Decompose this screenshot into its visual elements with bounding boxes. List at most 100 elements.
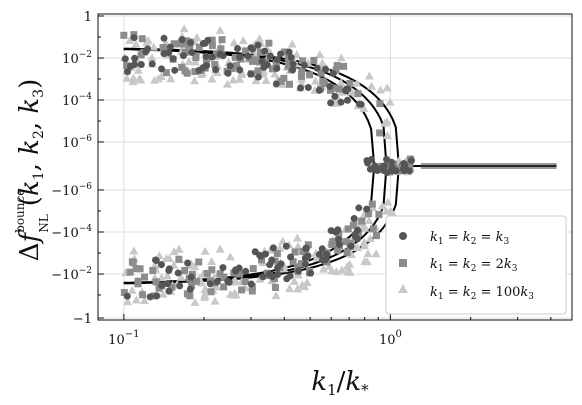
point-k1-k2-100k3	[184, 57, 194, 66]
point-k1-k2-100k3	[382, 83, 392, 92]
y-tick-label: −10−4	[51, 224, 92, 241]
point-k1-k2-k3	[313, 64, 321, 72]
y-tick-label: −10−6	[51, 182, 92, 199]
legend-entry-1: k1 = k2 = k3	[430, 230, 509, 247]
point-k1-k2-k3	[186, 285, 194, 293]
point-k1-k2-100k3	[127, 285, 137, 294]
point-k1-k2-2k3	[216, 270, 224, 278]
point-k1-k2-k3	[287, 253, 295, 261]
point-k1-k2-100k3	[200, 292, 210, 301]
point-k1-k2-k3	[164, 280, 172, 288]
x-axis-ticks: 10−1 100	[108, 314, 552, 348]
point-k1-k2-100k3	[292, 233, 302, 242]
point-k1-k2-k3	[165, 287, 173, 295]
point-k1-k2-k3	[256, 251, 264, 259]
point-k1-k2-100k3	[122, 73, 132, 82]
point-k1-k2-k3	[400, 160, 408, 168]
point-k1-k2-2k3	[192, 277, 200, 285]
point-k1-k2-2k3	[335, 85, 343, 93]
point-k1-k2-2k3	[384, 160, 392, 168]
point-k1-k2-2k3	[179, 40, 187, 48]
point-k1-k2-2k3	[262, 57, 270, 65]
point-k1-k2-2k3	[218, 36, 226, 44]
point-k1-k2-k3	[123, 292, 131, 300]
point-k1-k2-k3	[374, 165, 382, 173]
point-k1-k2-2k3	[373, 232, 381, 240]
point-k1-k2-2k3	[268, 65, 276, 73]
scatter-points	[120, 24, 416, 306]
point-k1-k2-k3	[153, 292, 161, 300]
y-axis-label: Δfbounce NL(k1, k2, k3)	[13, 79, 51, 262]
point-k1-k2-2k3	[285, 80, 293, 88]
point-k1-k2-2k3	[149, 266, 157, 274]
point-k1-k2-100k3	[150, 260, 160, 269]
point-k1-k2-k3	[318, 245, 326, 253]
point-k1-k2-k3	[224, 69, 232, 77]
point-k1-k2-k3	[302, 244, 310, 252]
point-k1-k2-100k3	[270, 69, 280, 78]
point-k1-k2-100k3	[200, 246, 210, 255]
point-k1-k2-2k3	[271, 257, 279, 265]
point-k1-k2-2k3	[195, 43, 203, 51]
point-k1-k2-2k3	[137, 51, 145, 59]
point-k1-k2-2k3	[220, 273, 228, 281]
point-k1-k2-100k3	[336, 78, 346, 87]
point-k1-k2-100k3	[359, 241, 369, 250]
point-k1-k2-100k3	[133, 65, 143, 74]
point-k1-k2-100k3	[123, 297, 133, 306]
x-axis-label: k1/k*	[311, 367, 369, 399]
point-k1-k2-2k3	[170, 40, 178, 48]
point-k1-k2-100k3	[166, 74, 176, 83]
point-k1-k2-k3	[329, 70, 337, 78]
point-k1-k2-100k3	[278, 236, 288, 245]
point-k1-k2-2k3	[238, 286, 246, 294]
legend-entry-2: k1 = k2 = 2k3	[430, 257, 518, 274]
point-k1-k2-2k3	[188, 281, 196, 289]
point-k1-k2-k3	[268, 256, 276, 264]
point-k1-k2-k3	[261, 47, 269, 55]
point-k1-k2-100k3	[380, 118, 390, 127]
point-k1-k2-k3	[315, 86, 323, 94]
point-k1-k2-k3	[124, 68, 132, 76]
point-k1-k2-100k3	[271, 291, 281, 300]
point-k1-k2-k3	[274, 270, 282, 278]
point-k1-k2-k3	[219, 52, 227, 60]
point-k1-k2-k3	[342, 85, 350, 93]
point-k1-k2-k3	[179, 52, 187, 60]
point-k1-k2-100k3	[215, 244, 225, 253]
point-k1-k2-100k3	[174, 244, 184, 253]
point-k1-k2-k3	[234, 45, 242, 53]
point-k1-k2-2k3	[280, 74, 288, 82]
point-k1-k2-2k3	[126, 268, 134, 276]
point-k1-k2-100k3	[315, 49, 325, 58]
point-k1-k2-k3	[277, 260, 285, 268]
point-k1-k2-k3	[171, 66, 179, 74]
point-k1-k2-100k3	[352, 78, 362, 87]
point-k1-k2-k3	[318, 256, 326, 264]
point-k1-k2-2k3	[232, 62, 240, 70]
point-k1-k2-k3	[206, 280, 214, 288]
point-k1-k2-k3	[188, 48, 196, 56]
point-k1-k2-2k3	[241, 47, 249, 55]
point-k1-k2-k3	[315, 250, 323, 258]
point-k1-k2-2k3	[365, 210, 373, 218]
point-k1-k2-100k3	[176, 272, 186, 281]
point-k1-k2-100k3	[293, 284, 303, 293]
point-k1-k2-2k3	[139, 291, 147, 299]
point-k1-k2-100k3	[359, 221, 369, 230]
point-k1-k2-100k3	[238, 36, 248, 45]
point-k1-k2-k3	[184, 259, 192, 267]
point-k1-k2-100k3	[229, 38, 239, 47]
y-tick-label: 10−6	[62, 134, 92, 151]
legend-box	[385, 215, 567, 315]
point-k1-k2-2k3	[249, 265, 257, 273]
point-k1-k2-k3	[144, 45, 152, 53]
point-k1-k2-2k3	[162, 69, 170, 77]
point-k1-k2-2k3	[258, 256, 266, 264]
point-k1-k2-2k3	[281, 48, 289, 56]
point-k1-k2-k3	[321, 65, 329, 73]
point-k1-k2-2k3	[271, 283, 279, 291]
point-k1-k2-2k3	[207, 288, 215, 296]
point-k1-k2-100k3	[293, 242, 303, 251]
